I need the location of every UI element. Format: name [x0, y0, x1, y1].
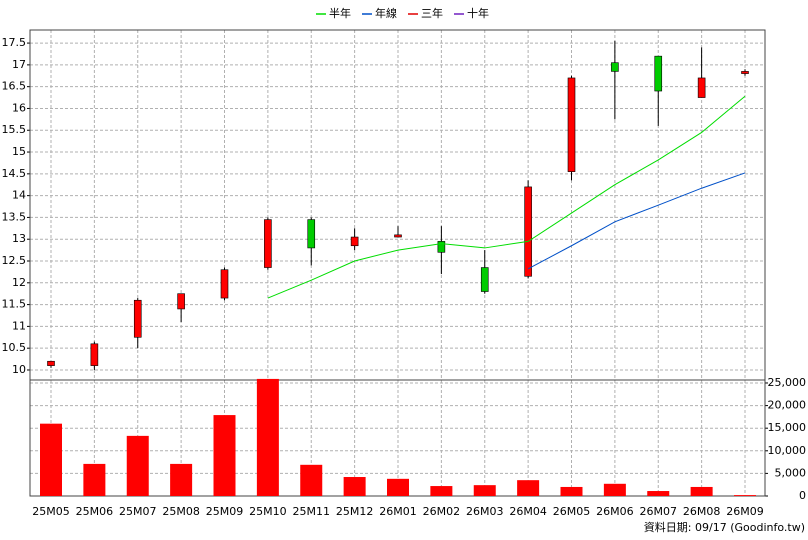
y-tick-label: 15 — [12, 145, 26, 158]
y2-tick-label: 5,000 — [775, 466, 807, 479]
volume-bar — [300, 464, 323, 496]
candle-body — [394, 234, 402, 238]
legend-label: 年線 — [375, 6, 397, 20]
y-tick-label: 13 — [12, 232, 26, 245]
y-tick-label: 17.5 — [2, 36, 27, 49]
x-tick-label: 25M05 — [32, 505, 70, 518]
y-tick-label: 14.5 — [2, 167, 27, 180]
candle-body — [697, 77, 706, 98]
candle-body — [133, 299, 142, 338]
x-tick-label: 26M02 — [423, 505, 461, 518]
candle-body — [524, 186, 532, 277]
candle-body — [264, 219, 272, 268]
volume-bar — [83, 463, 106, 496]
volume-bar — [40, 423, 62, 496]
note: 資料日期: 09/17 (Goodinfo.tw) — [644, 520, 805, 534]
candle-body — [437, 241, 446, 253]
candle-body — [480, 267, 489, 292]
candle-body — [307, 219, 316, 249]
y2-tick-label: 25,000 — [768, 376, 807, 389]
x-tick-label: 26M04 — [509, 505, 547, 518]
volume-bar — [690, 486, 713, 496]
candle-body — [741, 71, 749, 74]
y-tick-label: 17 — [12, 58, 26, 71]
candle-body — [567, 77, 576, 172]
volume-bar — [213, 415, 236, 496]
volume-bar — [647, 491, 670, 496]
volume-bar — [387, 478, 409, 496]
candle-body — [654, 55, 663, 92]
x-tick-label: 26M03 — [466, 505, 504, 518]
y-tick-label: 16 — [12, 101, 26, 114]
x-tick-label: 25M06 — [76, 505, 114, 518]
legend-label: 三年 — [421, 6, 443, 20]
candle-body — [90, 343, 99, 366]
candle-body — [350, 236, 359, 247]
y2-tick-label: 0 — [799, 489, 806, 502]
y-tick-label: 11.5 — [2, 298, 27, 311]
x-tick-label: 25M08 — [162, 505, 200, 518]
volume-bar — [343, 477, 366, 496]
x-tick-label: 26M06 — [596, 505, 634, 518]
volume-bar — [603, 483, 626, 496]
volume-bar — [517, 480, 540, 496]
y-tick-label: 14 — [12, 189, 26, 202]
x-tick-label: 25M10 — [249, 505, 287, 518]
x-tick-label: 25M11 — [293, 505, 331, 518]
candle-body — [47, 360, 55, 366]
volume-bar — [734, 495, 756, 496]
y-tick-label: 11 — [12, 319, 26, 332]
x-tick-label: 26M01 — [379, 505, 417, 518]
y-tick-label: 15.5 — [2, 123, 27, 136]
x-tick-label: 25M12 — [336, 505, 374, 518]
volume-bar — [560, 486, 583, 496]
x-tick-label: 26M09 — [726, 505, 764, 518]
y-tick-label: 10 — [12, 363, 26, 376]
x-tick-label: 26M08 — [683, 505, 721, 518]
legend-label: 十年 — [467, 6, 489, 20]
y2-tick-label: 20,000 — [768, 399, 807, 412]
y2-tick-label: 15,000 — [768, 421, 807, 434]
volume-bar — [126, 435, 149, 496]
x-tick-label: 25M07 — [119, 505, 157, 518]
y-tick-label: 12.5 — [2, 254, 27, 267]
y2-tick-label: 10,000 — [768, 444, 807, 457]
volume-bar — [170, 463, 193, 496]
y-tick-label: 12 — [12, 276, 26, 289]
y-tick-label: 10.5 — [2, 341, 27, 354]
candle-body — [177, 293, 185, 310]
volume-bar — [473, 485, 496, 496]
candle-body — [611, 62, 619, 72]
y-tick-label: 13.5 — [2, 210, 27, 223]
ma-line — [267, 95, 746, 299]
volume-bar — [430, 486, 453, 496]
legend-label: 半年 — [329, 6, 351, 20]
x-tick-label: 26M05 — [553, 505, 591, 518]
x-tick-label: 26M07 — [640, 505, 678, 518]
candle-body — [220, 269, 229, 299]
y-tick-label: 16.5 — [2, 80, 27, 93]
ma-line — [527, 172, 746, 270]
x-tick-label: 25M09 — [206, 505, 244, 518]
volume-bar — [256, 378, 279, 496]
